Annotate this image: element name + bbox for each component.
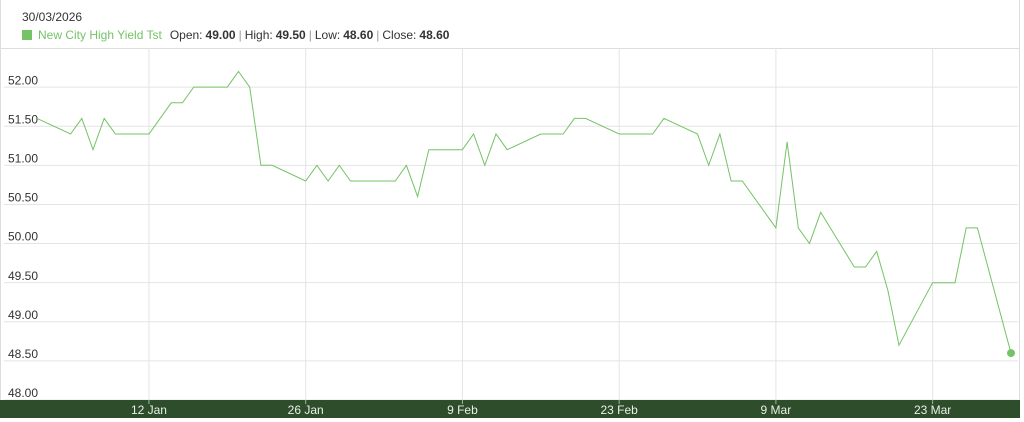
field-name: Close: (382, 28, 417, 42)
tooltip-date: 30/03/2026 (22, 10, 83, 24)
legend-label[interactable]: New City High Yield Tst (38, 28, 162, 42)
field-value: 49.50 (275, 28, 306, 42)
legend: New City High Yield Tst Open: 49.00 | High:… (22, 28, 449, 42)
plot-frame (0, 48, 1020, 401)
y-tick-label: 50.00 (8, 230, 38, 244)
y-tick-label: 51.50 (8, 112, 38, 126)
field-value: 49.00 (205, 28, 236, 42)
x-axis-bar (0, 400, 1020, 418)
field-name: Open: (169, 28, 203, 42)
separator: | (308, 28, 312, 42)
y-tick-label: 52.00 (8, 73, 38, 87)
y-tick-label: 49.50 (8, 269, 38, 283)
y-tick-label: 48.00 (8, 386, 38, 400)
y-tick-label: 51.00 (8, 152, 38, 166)
x-tick-label: 12 Jan (131, 403, 167, 417)
x-tick-label: 26 Jan (288, 403, 324, 417)
field-value: 48.60 (419, 28, 450, 42)
y-tick-label: 49.00 (8, 308, 38, 322)
tooltip-header: 30/03/2026 New City High Yield Tst Open:… (22, 10, 449, 42)
separator: | (376, 28, 380, 42)
series-line (36, 70, 1012, 354)
x-tick-label: 9 Mar (761, 403, 792, 417)
legend-swatch (22, 30, 32, 40)
x-tick-label: 9 Feb (447, 403, 478, 417)
field-name: Low: (314, 28, 341, 42)
y-tick-label: 50.50 (8, 191, 38, 205)
x-tick-label: 23 Feb (600, 403, 638, 417)
field-name: High: (244, 28, 273, 42)
y-tick-label: 48.50 (8, 347, 38, 361)
field-value: 48.60 (343, 28, 374, 42)
separator: | (238, 28, 242, 42)
hover-point (1007, 349, 1015, 358)
x-tick-label: 23 Mar (914, 403, 951, 417)
